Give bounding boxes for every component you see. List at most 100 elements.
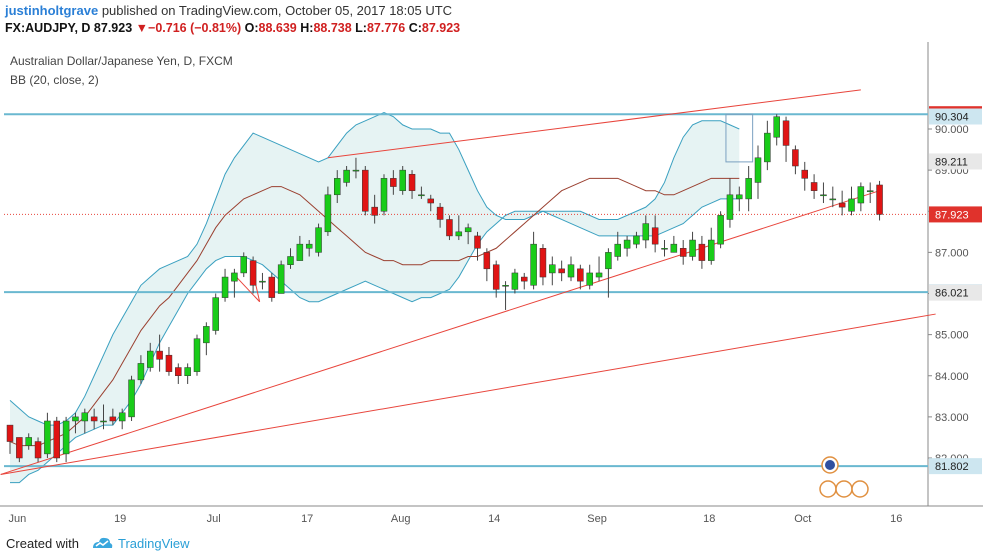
candle-up[interactable] [586, 272, 593, 286]
candle-up[interactable] [137, 363, 145, 381]
candle-down[interactable] [6, 424, 14, 442]
candle-up[interactable] [72, 416, 79, 422]
candle-up[interactable] [100, 420, 107, 423]
candle-up[interactable] [623, 239, 631, 249]
candle-up[interactable] [455, 231, 463, 237]
candle-up[interactable] [287, 256, 294, 265]
candle-down[interactable] [249, 260, 257, 286]
candle-down[interactable] [175, 367, 182, 376]
candle-up[interactable] [343, 169, 350, 183]
upper-channel-trendline[interactable] [327, 89, 861, 159]
candle-up[interactable] [277, 264, 285, 294]
candle-up[interactable] [324, 194, 332, 233]
candle-down[interactable] [436, 206, 444, 220]
candle-up[interactable] [857, 186, 865, 204]
candle-up[interactable] [502, 285, 509, 287]
candle-up[interactable] [866, 190, 874, 192]
candle-down[interactable] [679, 248, 687, 257]
candle-up[interactable] [128, 379, 135, 418]
candle-up[interactable] [231, 272, 238, 282]
candle-down[interactable] [483, 252, 491, 270]
candle-down[interactable] [53, 420, 60, 459]
event-marker-icon[interactable] [851, 480, 869, 498]
candle-up[interactable] [147, 350, 154, 368]
candle-down[interactable] [427, 198, 434, 204]
candle-up[interactable] [418, 194, 425, 197]
candle-up[interactable] [530, 243, 537, 286]
candle-down[interactable] [577, 268, 584, 282]
candle-up[interactable] [670, 243, 678, 253]
candle-down[interactable] [446, 219, 453, 237]
candle-up[interactable] [717, 215, 724, 245]
candle-down[interactable] [268, 276, 276, 298]
candle-up[interactable] [193, 338, 201, 372]
candle-up[interactable] [848, 198, 855, 212]
candle-down[interactable] [521, 276, 528, 282]
candle-up[interactable] [773, 116, 780, 138]
candle-up[interactable] [736, 194, 743, 200]
candle-up[interactable] [595, 272, 603, 278]
author-link[interactable]: justinholtgrave [5, 3, 99, 18]
candle-down[interactable] [165, 354, 173, 372]
event-marker-icon[interactable] [835, 480, 853, 498]
candle-up[interactable] [549, 264, 556, 274]
candle-down[interactable] [371, 206, 378, 216]
candle-up[interactable] [708, 239, 715, 261]
candle-up[interactable] [399, 169, 406, 191]
tradingview-brand[interactable]: TradingView [118, 536, 190, 551]
candle-down[interactable] [558, 268, 565, 274]
candle-up[interactable] [754, 157, 762, 183]
candle-down[interactable] [801, 169, 808, 179]
candle-up[interactable] [240, 256, 247, 274]
candle-up[interactable] [633, 235, 640, 245]
candle-down[interactable] [651, 227, 659, 245]
candle-up[interactable] [184, 367, 191, 376]
candle-down[interactable] [782, 120, 790, 146]
candle-down[interactable] [876, 184, 883, 215]
rising-trendline[interactable] [0, 190, 880, 475]
candle-down[interactable] [492, 264, 500, 290]
candle-down[interactable] [156, 350, 163, 360]
candle-up[interactable] [62, 420, 70, 455]
candle-up[interactable] [511, 272, 519, 290]
candle-up[interactable] [605, 252, 612, 270]
candle-down[interactable] [16, 437, 23, 459]
lower-trendline[interactable] [0, 313, 936, 475]
candle-up[interactable] [567, 264, 575, 278]
candle-up[interactable] [315, 227, 322, 253]
candle-up[interactable] [820, 194, 827, 197]
candle-up[interactable] [380, 178, 388, 212]
candle-down[interactable] [792, 149, 799, 167]
candle-down[interactable] [810, 182, 818, 191]
candle-down[interactable] [90, 416, 98, 422]
candle-up[interactable] [25, 437, 32, 446]
highlight-rectangle[interactable] [725, 113, 754, 163]
candle-up[interactable] [212, 297, 219, 331]
candle-down[interactable] [390, 178, 397, 187]
candle-up[interactable] [221, 276, 229, 298]
candle-down[interactable] [474, 235, 481, 249]
event-marker-icon[interactable] [819, 480, 837, 498]
candle-down[interactable] [34, 441, 42, 459]
candle-up[interactable] [296, 243, 304, 261]
candle-down[interactable] [109, 416, 117, 422]
candle-down[interactable] [408, 173, 416, 191]
candle-up[interactable] [44, 420, 51, 455]
candle-up[interactable] [829, 198, 837, 201]
candle-up[interactable] [689, 239, 696, 257]
candle-up[interactable] [203, 326, 210, 344]
candle-down[interactable] [838, 202, 846, 208]
candle-down[interactable] [362, 169, 369, 212]
candle-up[interactable] [614, 243, 621, 257]
candle-up[interactable] [305, 243, 313, 249]
candle-up[interactable] [764, 132, 771, 163]
candle-up[interactable] [726, 194, 734, 220]
indicator-label[interactable]: BB (20, close, 2) [10, 73, 99, 87]
price-chart[interactable]: 82.00083.00084.00085.00086.00087.00088.0… [0, 42, 983, 527]
candle-up[interactable] [81, 412, 89, 422]
candle-up[interactable] [352, 169, 360, 172]
candle-up[interactable] [259, 280, 266, 283]
candle-down[interactable] [698, 243, 706, 261]
candle-up[interactable] [642, 223, 650, 241]
candle-up[interactable] [661, 248, 668, 250]
